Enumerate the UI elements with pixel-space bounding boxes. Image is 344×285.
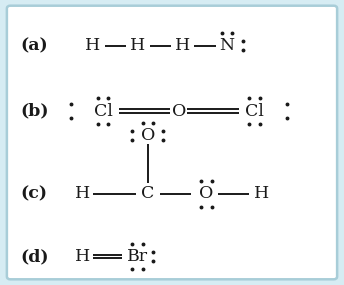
Text: C: C [141,185,154,202]
Text: O: O [199,185,214,202]
Text: H: H [75,248,90,265]
Text: N: N [219,37,235,54]
Text: Br: Br [127,248,148,265]
Text: O: O [141,127,155,144]
Text: Cl: Cl [94,103,112,120]
Text: (c): (c) [21,185,47,202]
Text: (a): (a) [21,37,48,54]
Text: H: H [254,185,269,202]
FancyBboxPatch shape [7,6,337,279]
Text: O: O [172,103,186,120]
Text: H: H [175,37,190,54]
Text: (b): (b) [21,103,49,120]
Text: H: H [75,185,90,202]
Text: H: H [130,37,145,54]
Text: (d): (d) [21,248,49,265]
Text: H: H [85,37,100,54]
Text: Cl: Cl [245,103,264,120]
